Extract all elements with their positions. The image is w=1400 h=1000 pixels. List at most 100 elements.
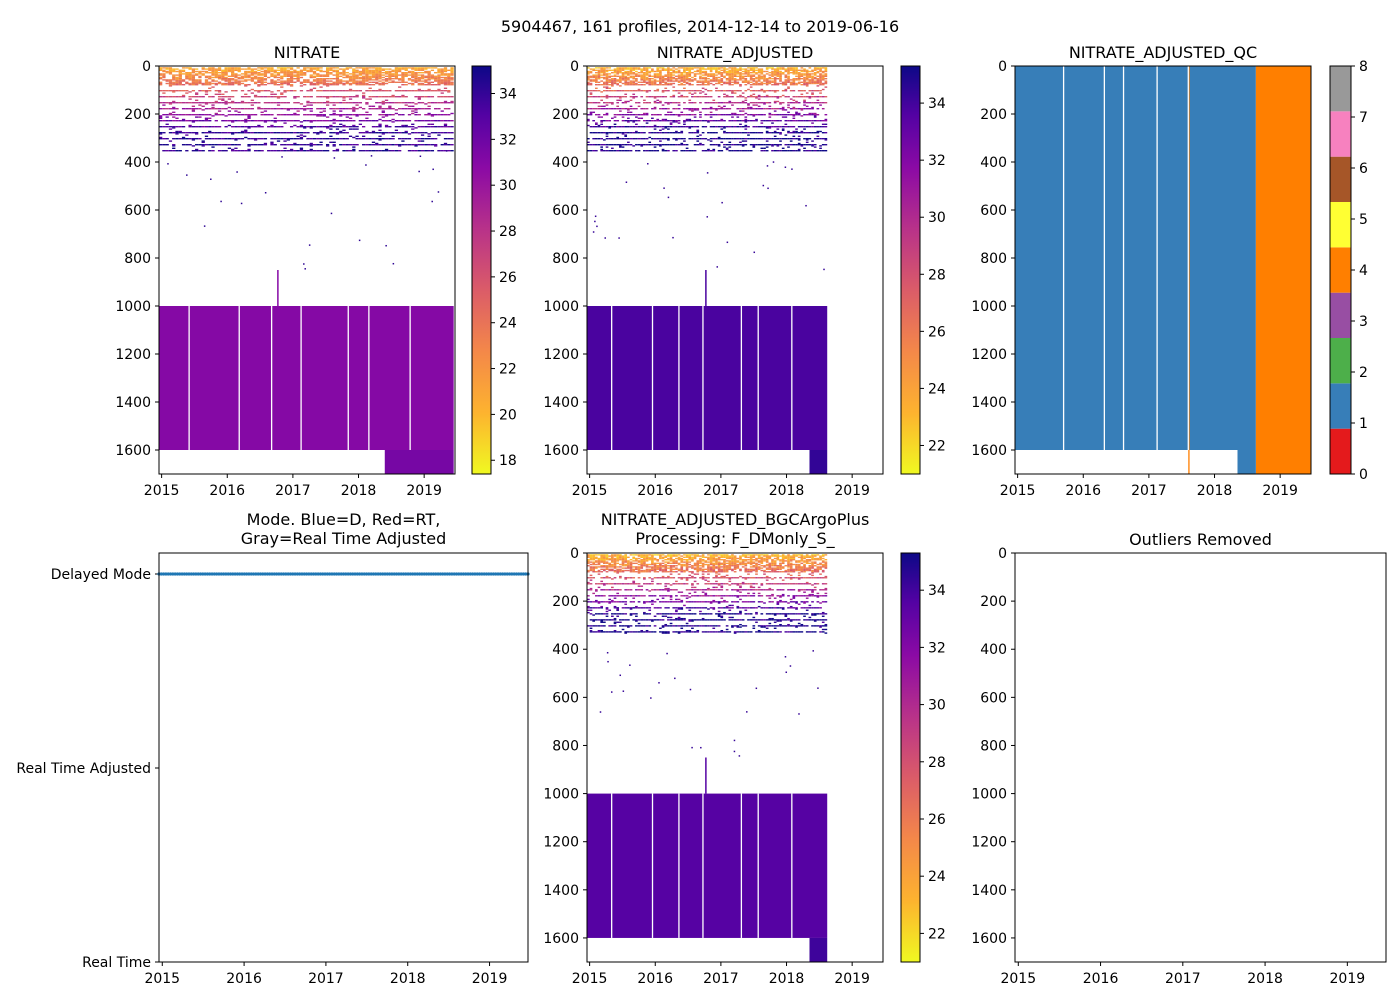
surface-cell [616, 67, 620, 69]
x-tick-label: 2018 [1197, 483, 1233, 499]
surface-cell [739, 123, 742, 125]
surface-cell [381, 84, 385, 86]
surface-cell [667, 128, 670, 130]
surface-cell [808, 138, 812, 140]
surface-cell [371, 74, 376, 76]
surface-cell [664, 556, 668, 559]
surface-cell [771, 144, 774, 146]
surface-cell [805, 556, 809, 559]
surface-cell [316, 133, 320, 135]
surface-cell [816, 150, 820, 152]
surface-cell [587, 124, 590, 127]
surface-cell [632, 96, 636, 98]
surface-cell [280, 138, 284, 140]
surface-cell [237, 144, 241, 146]
surface-cell [165, 96, 169, 98]
surface-cell [645, 74, 649, 76]
surface-cell [316, 120, 320, 122]
surface-cell [427, 144, 431, 146]
surface-cell [800, 73, 804, 75]
surface-cell [234, 73, 238, 75]
surface-cell [316, 96, 320, 98]
surface-cell [589, 557, 593, 560]
surface-cell [805, 102, 809, 104]
surface-cell [659, 554, 662, 556]
surface-cell [244, 74, 248, 76]
surface-cell [188, 138, 192, 140]
surface-cell [234, 138, 238, 140]
surface-cell [407, 105, 412, 107]
surface-cell [309, 102, 313, 104]
mode-point [399, 572, 403, 576]
surface-cell [744, 128, 748, 130]
surface-cell [589, 554, 593, 556]
surface-cell [257, 96, 261, 98]
surface-cell [260, 82, 264, 85]
surface-cell [728, 102, 732, 104]
surface-cell [787, 80, 790, 82]
mode-point [494, 572, 498, 576]
mode-point [376, 572, 380, 576]
surface-cell [204, 144, 209, 146]
surface-cell [720, 120, 724, 122]
mode-point [168, 572, 173, 576]
surface-cell [715, 90, 718, 92]
surface-cell [165, 114, 169, 116]
axes-frame [1014, 65, 1312, 475]
surface-cell [773, 78, 777, 80]
surface-cell [787, 111, 790, 113]
surface-cell [773, 555, 777, 557]
mode-point [473, 572, 477, 576]
surface-cell [605, 150, 609, 152]
surface-cell [227, 78, 232, 80]
surface-cell [322, 114, 326, 116]
surface-cell [178, 114, 182, 116]
surface-cell [736, 114, 740, 116]
surface-cell [677, 72, 681, 74]
surface-cell [398, 126, 402, 128]
surface-cell [760, 82, 764, 85]
mode-point [362, 572, 366, 576]
surface-cell [624, 559, 628, 561]
surface-cell [813, 90, 817, 92]
surface-cell [191, 68, 196, 70]
surface-cell [391, 69, 395, 71]
surface-cell [608, 120, 612, 122]
surface-cell [398, 67, 402, 69]
surface-cell [811, 76, 814, 79]
surface-cell [744, 102, 748, 104]
surface-cell [611, 82, 614, 85]
surface-cell [280, 108, 284, 110]
surface-cell [739, 75, 742, 77]
surface-cell [247, 138, 251, 140]
surface-cell [635, 67, 638, 69]
surface-cell [797, 90, 801, 92]
surface-cell [635, 96, 638, 98]
surface-cell [669, 120, 673, 122]
surface-cell [773, 69, 777, 71]
surface-cell [597, 554, 601, 556]
surface-cell [736, 72, 740, 74]
surface-cell [450, 144, 454, 146]
surface-cell [595, 75, 598, 77]
surface-cell [198, 116, 202, 118]
surface-cell [728, 73, 732, 75]
surface-cell [280, 92, 284, 94]
surface-cell [749, 90, 753, 92]
surface-cell [250, 126, 254, 128]
surface-cell [816, 120, 820, 122]
y-tick-label: Real Time [82, 955, 151, 971]
surface-cell [427, 82, 431, 85]
surface-cell [201, 102, 205, 104]
surface-cell [178, 150, 182, 152]
surface-cell [651, 555, 654, 557]
surface-cell [270, 120, 274, 122]
surface-cell [375, 74, 379, 76]
surface-cell [414, 96, 418, 98]
surface-cell [792, 84, 796, 86]
surface-cell [391, 114, 395, 116]
surface-cell [178, 96, 182, 98]
surface-cell [267, 82, 271, 85]
surface-cell [749, 106, 753, 109]
colorbar-tick-label: 26 [928, 324, 946, 340]
